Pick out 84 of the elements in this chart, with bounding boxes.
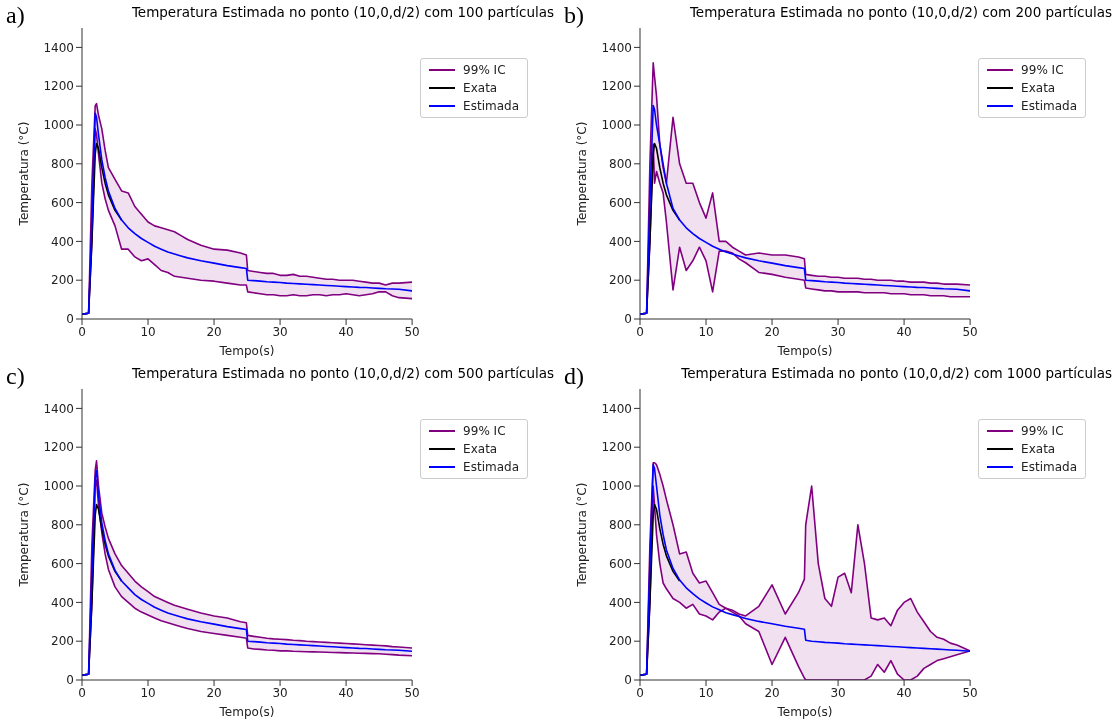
y-tick-label: 600 <box>51 556 74 571</box>
y-axis-title: Temperatura (°C) <box>575 121 590 227</box>
y-axis-title: Temperatura (°C) <box>17 482 32 588</box>
x-axis-title: Tempo(s) <box>776 705 833 719</box>
y-tick-label: 200 <box>609 634 632 649</box>
x-tick-label: 50 <box>404 685 420 700</box>
y-axis-title: Temperatura (°C) <box>575 482 590 588</box>
y-tick-label: 0 <box>624 673 632 688</box>
y-tick-label: 1400 <box>601 40 632 55</box>
x-tick-label: 50 <box>404 324 420 339</box>
y-tick-label: 800 <box>609 518 632 533</box>
y-tick-label: 1400 <box>43 40 74 55</box>
y-tick-label: 800 <box>51 518 74 533</box>
y-tick-label: 400 <box>609 234 632 249</box>
x-tick-label: 30 <box>830 685 846 700</box>
x-tick-label: 40 <box>338 685 354 700</box>
x-tick-label: 30 <box>272 324 288 339</box>
text: d) <box>564 363 584 390</box>
y-tick-label: 600 <box>51 195 74 210</box>
legend-label: 99% IC <box>463 62 506 79</box>
y-tick-label: 0 <box>66 673 74 688</box>
chart-title: Temperatura Estimada no ponto (10,0,d/2) com 500 partículas <box>130 365 555 381</box>
chart-title: Temperatura Estimada no ponto (10,0,d/2) com 1000 partículas <box>680 365 1113 381</box>
legend-label: Estimada <box>463 98 519 115</box>
x-tick-label: 50 <box>962 324 978 339</box>
x-tick-label: 20 <box>206 324 222 339</box>
legend-label: Exata <box>463 80 498 97</box>
text: c) <box>6 363 25 390</box>
x-tick-label: 0 <box>636 685 644 700</box>
x-tick-label: 0 <box>78 324 86 339</box>
legend-label: 99% IC <box>1021 423 1064 440</box>
x-tick-label: 0 <box>78 685 86 700</box>
y-tick-label: 200 <box>51 273 74 288</box>
y-tick-label: 1000 <box>43 479 74 494</box>
y-tick-label: 400 <box>609 595 632 610</box>
x-tick-label: 10 <box>140 324 156 339</box>
text: b) <box>564 2 584 29</box>
y-tick-label: 0 <box>624 312 632 327</box>
y-tick-label: 1200 <box>601 79 632 94</box>
y-tick-label: 400 <box>51 234 74 249</box>
y-tick-label: 1400 <box>43 401 74 416</box>
y-tick-label: 800 <box>51 157 74 172</box>
x-tick-label: 0 <box>636 324 644 339</box>
text: a) <box>6 2 25 29</box>
y-tick-label: 800 <box>609 157 632 172</box>
legend-label: Estimada <box>1021 459 1077 476</box>
x-tick-label: 40 <box>896 324 912 339</box>
y-axis-title: Temperatura (°C) <box>17 121 32 227</box>
y-tick-label: 1400 <box>601 401 632 416</box>
y-tick-label: 1200 <box>43 79 74 94</box>
x-tick-label: 30 <box>272 685 288 700</box>
x-tick-label: 10 <box>140 685 156 700</box>
y-tick-label: 1000 <box>43 118 74 133</box>
y-tick-label: 600 <box>609 556 632 571</box>
y-tick-label: 1000 <box>601 118 632 133</box>
y-tick-label: 0 <box>66 312 74 327</box>
x-axis-title: Tempo(s) <box>776 344 833 358</box>
x-tick-label: 20 <box>206 685 222 700</box>
x-tick-label: 40 <box>896 685 912 700</box>
x-tick-label: 10 <box>698 324 714 339</box>
y-tick-label: 1200 <box>43 440 74 455</box>
y-tick-label: 1000 <box>601 479 632 494</box>
legend-label: 99% IC <box>463 423 506 440</box>
y-tick-label: 200 <box>609 273 632 288</box>
legend-label: 99% IC <box>1021 62 1064 79</box>
x-axis-title: Tempo(s) <box>218 344 275 358</box>
y-tick-label: 1200 <box>601 440 632 455</box>
y-tick-label: 600 <box>609 195 632 210</box>
chart-title: Temperatura Estimada no ponto (10,0,d/2) com 200 partículas <box>688 4 1113 20</box>
x-tick-label: 20 <box>764 685 780 700</box>
legend-label: Exata <box>463 441 498 458</box>
chart-title: Temperatura Estimada no ponto (10,0,d/2) com 100 partículas <box>130 4 555 20</box>
legend-label: Estimada <box>1021 98 1077 115</box>
x-tick-label: 10 <box>698 685 714 700</box>
y-tick-label: 200 <box>51 634 74 649</box>
x-tick-label: 50 <box>962 685 978 700</box>
y-tick-label: 400 <box>51 595 74 610</box>
x-tick-label: 40 <box>338 324 354 339</box>
legend-label: Estimada <box>463 459 519 476</box>
x-axis-title: Tempo(s) <box>218 705 275 719</box>
x-tick-label: 20 <box>764 324 780 339</box>
legend-label: Exata <box>1021 80 1056 97</box>
x-tick-label: 30 <box>830 324 846 339</box>
legend-label: Exata <box>1021 441 1056 458</box>
